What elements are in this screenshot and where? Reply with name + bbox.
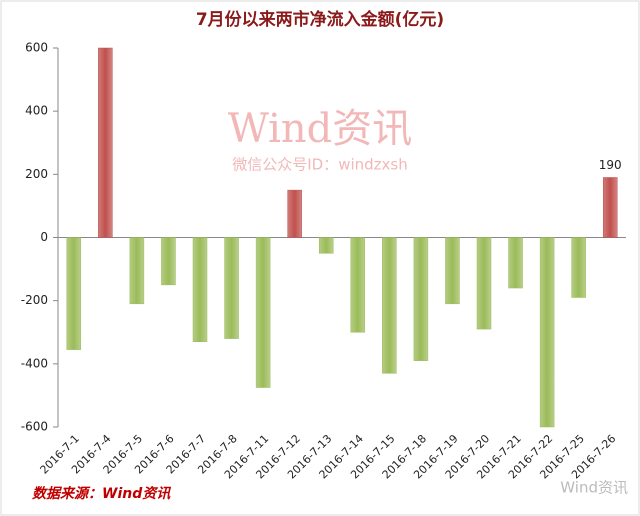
bar: [602, 177, 618, 238]
y-tick-label: 0: [40, 230, 48, 244]
data-label: 190: [599, 158, 622, 172]
bar: [508, 237, 523, 289]
y-tick-label: 200: [25, 167, 48, 181]
source-note: 数据来源：Wind资讯: [32, 485, 171, 502]
watermark: Wind资讯: [228, 106, 413, 152]
bar: [98, 47, 113, 238]
watermark-sub: 微信公众号ID：windzxsh: [232, 156, 408, 174]
bar: [445, 237, 460, 305]
bar: [350, 237, 366, 333]
bar: [571, 237, 586, 298]
bar: [382, 237, 397, 374]
bar: [255, 237, 271, 388]
y-tick-label: -400: [21, 356, 48, 370]
bar: [476, 237, 492, 330]
bar: [224, 237, 239, 339]
y-tick-label: 600: [25, 41, 48, 55]
bar: [539, 237, 555, 428]
logo: Wind资讯: [560, 479, 628, 497]
bar: [129, 237, 145, 305]
y-tick-label: 400: [25, 104, 48, 118]
chart-title: 7月份以来两市净流入金额(亿元): [196, 9, 444, 30]
bar: [413, 237, 429, 361]
bar: [192, 237, 208, 342]
bar: [66, 237, 82, 350]
bar: [318, 237, 334, 254]
y-tick-label: -600: [21, 420, 48, 434]
y-tick-label: -200: [21, 293, 48, 307]
bar: [287, 189, 302, 238]
bar: [161, 237, 176, 286]
